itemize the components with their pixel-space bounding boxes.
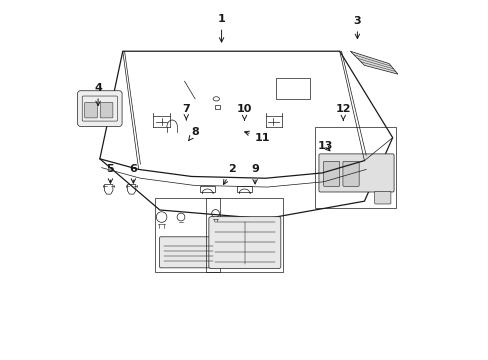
- FancyBboxPatch shape: [208, 217, 280, 269]
- Text: 7: 7: [182, 104, 190, 120]
- Bar: [154, 198, 219, 272]
- Text: 2: 2: [223, 165, 236, 184]
- Text: 1: 1: [217, 14, 225, 42]
- Text: 6: 6: [129, 165, 137, 183]
- FancyBboxPatch shape: [159, 237, 217, 268]
- Bar: [205, 198, 283, 272]
- Polygon shape: [349, 51, 397, 74]
- FancyBboxPatch shape: [100, 102, 113, 118]
- Text: 12: 12: [335, 104, 350, 120]
- Text: 11: 11: [244, 131, 269, 143]
- FancyBboxPatch shape: [78, 91, 122, 126]
- FancyBboxPatch shape: [84, 102, 97, 118]
- FancyBboxPatch shape: [374, 191, 390, 204]
- Bar: [214, 105, 219, 109]
- Text: 9: 9: [251, 165, 259, 184]
- FancyBboxPatch shape: [342, 161, 358, 186]
- FancyBboxPatch shape: [323, 161, 339, 186]
- Text: 13: 13: [317, 141, 333, 152]
- Text: 4: 4: [94, 83, 102, 105]
- Text: 8: 8: [188, 127, 199, 140]
- FancyBboxPatch shape: [318, 154, 393, 192]
- Bar: [314, 127, 395, 208]
- Text: 3: 3: [353, 16, 361, 39]
- Text: 5: 5: [106, 165, 114, 183]
- Text: 10: 10: [236, 104, 252, 120]
